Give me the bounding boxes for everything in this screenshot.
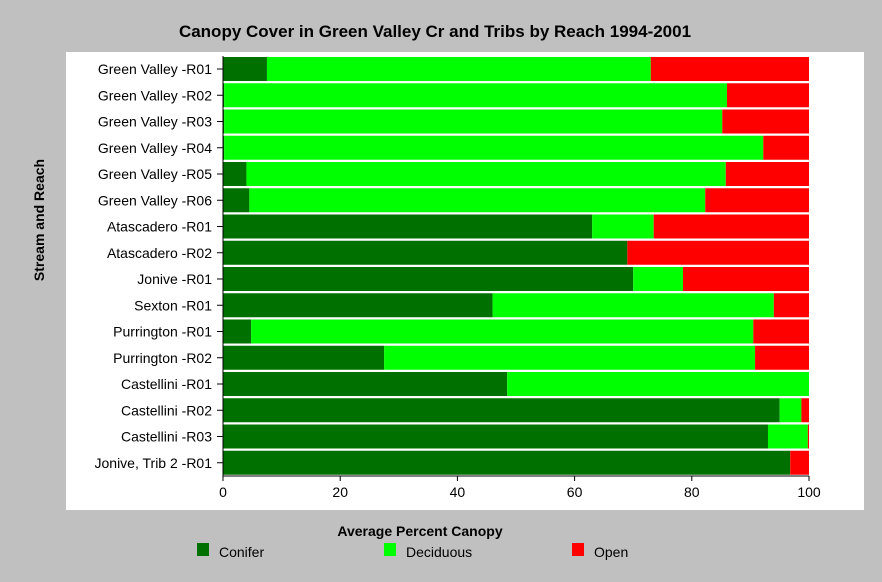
category-label: Atascadero -R02: [107, 245, 212, 261]
bar-conifer-1: [223, 83, 225, 108]
bar-conifer-10: [223, 319, 252, 344]
category-label: Green Valley -R05: [98, 166, 212, 182]
x-tick-label: 80: [684, 484, 700, 500]
x-tick-label: 20: [332, 484, 348, 500]
legend-label-open: Open: [594, 544, 628, 560]
bar-conifer-5: [223, 188, 250, 213]
bar-deciduous-0: [266, 57, 651, 81]
category-label: Atascadero -R01: [107, 219, 212, 235]
bar-conifer-2: [223, 109, 225, 134]
bar-open-7: [627, 240, 809, 265]
bar-open-1: [726, 83, 809, 108]
bar-conifer-15: [223, 450, 791, 475]
bar-deciduous-6: [592, 214, 654, 239]
bar-open-3: [763, 135, 809, 160]
bar-deciduous-3: [224, 135, 764, 160]
x-tick-label: 0: [219, 484, 227, 500]
bar-conifer-6: [223, 214, 593, 239]
category-label: Purrington -R02: [113, 350, 212, 366]
legend-label-conifer: Conifer: [219, 544, 264, 560]
bar-conifer-3: [223, 135, 225, 160]
bar-conifer-4: [223, 162, 247, 186]
bar-open-5: [705, 188, 809, 213]
category-label: Green Valley -R04: [98, 140, 212, 156]
bar-open-14: [807, 424, 809, 449]
bar-open-8: [683, 267, 809, 291]
category-label: Castellini -R01: [121, 376, 212, 392]
x-tick-label: 60: [567, 484, 583, 500]
category-label: Castellini -R03: [121, 429, 212, 445]
category-label: Green Valley -R01: [98, 61, 212, 77]
bar-deciduous-14: [767, 424, 808, 449]
bar-conifer-11: [223, 345, 385, 370]
x-axis-title: Average Percent Canopy: [337, 523, 502, 539]
category-label: Green Valley -R03: [98, 114, 212, 130]
legend-swatch-open: [572, 543, 584, 556]
bar-open-10: [753, 319, 809, 344]
bar-deciduous-11: [384, 345, 756, 370]
y-axis-title: Stream and Reach: [31, 159, 47, 281]
chart-title: Canopy Cover in Green Valley Cr and Trib…: [179, 22, 691, 41]
category-label: Green Valley -R02: [98, 87, 212, 103]
category-label: Jonive, Trib 2 -R01: [95, 455, 213, 471]
bar-deciduous-12: [507, 372, 809, 396]
legend-swatch-conifer: [197, 543, 209, 556]
category-label: Green Valley -R06: [98, 192, 212, 208]
bars-group: [223, 57, 809, 475]
bar-conifer-13: [223, 398, 780, 423]
bar-deciduous-9: [492, 293, 774, 318]
y-axis: Green Valley -R01 Green Valley -R02 Green …: [95, 56, 224, 476]
bar-deciduous-2: [224, 109, 723, 134]
bar-conifer-7: [223, 240, 628, 265]
bar-deciduous-8: [633, 267, 684, 291]
bar-conifer-12: [223, 372, 508, 396]
bar-conifer-9: [223, 293, 493, 318]
category-label: Jonive -R01: [137, 271, 212, 287]
bar-conifer-8: [223, 267, 634, 291]
category-label: Sexton -R01: [134, 297, 212, 313]
bar-deciduous-4: [246, 162, 726, 186]
legend: Conifer Deciduous Open: [197, 543, 628, 560]
category-label: Castellini -R02: [121, 402, 212, 418]
bar-open-6: [653, 214, 809, 239]
bar-open-4: [725, 162, 809, 186]
bar-open-13: [801, 398, 809, 423]
x-tick-label: 100: [797, 484, 821, 500]
bar-conifer-0: [223, 57, 267, 81]
legend-label-deciduous: Deciduous: [406, 544, 472, 560]
bar-open-15: [790, 450, 809, 475]
x-tick-label: 40: [450, 484, 466, 500]
bar-deciduous-13: [779, 398, 802, 423]
bar-conifer-14: [223, 424, 768, 449]
bar-deciduous-1: [224, 83, 727, 108]
bar-open-11: [755, 345, 809, 370]
bar-open-0: [650, 57, 809, 81]
x-axis: 0 20 40 60 80 100: [219, 475, 821, 500]
bar-open-9: [773, 293, 809, 318]
legend-swatch-deciduous: [384, 543, 396, 556]
category-label: Purrington -R01: [113, 324, 212, 340]
bar-open-2: [722, 109, 809, 134]
bar-deciduous-5: [249, 188, 706, 213]
bar-deciduous-10: [251, 319, 754, 344]
